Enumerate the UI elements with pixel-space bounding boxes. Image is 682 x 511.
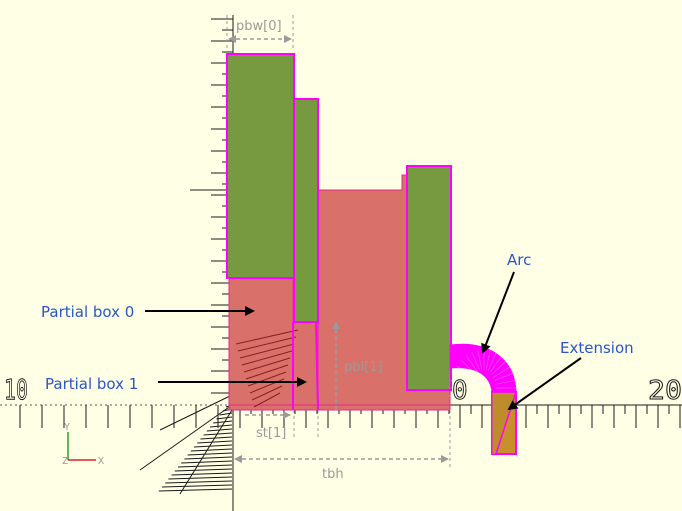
decor-line — [460, 359, 477, 375]
projection-hatching — [139, 394, 233, 495]
axis-y-label: Y — [64, 422, 70, 433]
ruler-label-middle: 0 — [452, 376, 469, 407]
dim-pbl1-label: pbl[1] — [344, 360, 383, 375]
annotation-arc: Arc — [481, 251, 531, 354]
decor-line — [491, 359, 508, 375]
decor-line — [200, 436, 233, 440]
decor-line — [187, 452, 233, 456]
axis-gizmo: Y Z X — [62, 422, 104, 467]
dim-tbh: tbh — [234, 410, 451, 482]
dim-pbw0: pbw[0] — [226, 15, 294, 50]
decor-line — [159, 394, 233, 431]
annotation-partial-box-1: Partial box 1 — [45, 375, 307, 393]
box-interior-shading — [235, 329, 299, 408]
decor-line — [139, 404, 233, 471]
decor-line — [495, 379, 518, 385]
decor-line — [237, 336, 297, 352]
dim-pbw0-label: pbw[0] — [236, 19, 282, 34]
decor-line — [450, 379, 473, 385]
ruler-label-left: 10 — [4, 373, 29, 407]
decor-line — [456, 365, 475, 378]
decor-line — [465, 355, 479, 373]
decor-line — [493, 365, 512, 378]
decor-line — [253, 392, 281, 408]
panel-1 — [293, 98, 319, 323]
decor-line — [181, 460, 233, 464]
ruler-label-right: 20 — [648, 376, 682, 407]
decor-line — [177, 464, 233, 468]
decor-line — [487, 351, 497, 371]
decor-line — [251, 385, 283, 401]
dim-tbh-label: tbh — [322, 467, 344, 482]
decor-line — [161, 484, 233, 488]
dim-st1: st[1] — [245, 410, 319, 441]
decor-line — [494, 372, 516, 381]
decor-line — [168, 476, 233, 480]
decor-line — [171, 472, 233, 476]
decor-line — [184, 456, 233, 460]
decor-line — [213, 420, 233, 424]
decor-line — [235, 329, 299, 345]
panel-2 — [406, 165, 452, 391]
decor-line — [239, 343, 295, 359]
decor-line — [209, 424, 233, 428]
decor-line — [247, 371, 287, 387]
decor-line — [193, 444, 233, 448]
decor-line — [241, 350, 293, 366]
decor-line — [471, 351, 481, 371]
decor-line — [179, 409, 233, 495]
dim-st1-label: st[1] — [256, 426, 286, 441]
svg-text:10: 10 — [4, 373, 28, 406]
decor-line — [243, 357, 291, 373]
annotation-extension-label: Extension — [560, 339, 634, 357]
annotation-extension: Extension — [507, 339, 634, 411]
annotation-arc-label: Arc — [507, 251, 531, 269]
decor-line — [477, 349, 483, 370]
dim-pbl1: pbl[1] — [332, 321, 383, 410]
decor-line — [452, 372, 474, 381]
annotation-partial-box-0: Partial box 0 — [41, 303, 255, 321]
axis-z-label: Z — [62, 456, 68, 467]
svg-text:20: 20 — [648, 376, 682, 406]
annotation-partial-box-0-label: Partial box 0 — [41, 303, 134, 321]
svg-text:0: 0 — [452, 376, 468, 406]
decor-line — [174, 468, 233, 472]
decor-line — [203, 432, 233, 436]
decor-line — [158, 488, 233, 492]
decor-line — [489, 355, 503, 373]
decor-line — [197, 440, 233, 444]
axis-x-label: X — [98, 456, 104, 467]
decor-line — [216, 416, 233, 420]
partial-box-1-edge-2 — [315, 321, 319, 411]
decor-line — [165, 480, 233, 484]
decor-line — [447, 391, 473, 397]
decor-line — [190, 448, 233, 452]
annotation-partial-box-1-label: Partial box 1 — [45, 375, 138, 393]
panel-0 — [226, 53, 295, 279]
decor-line — [245, 364, 289, 380]
extension-shape — [491, 391, 517, 455]
